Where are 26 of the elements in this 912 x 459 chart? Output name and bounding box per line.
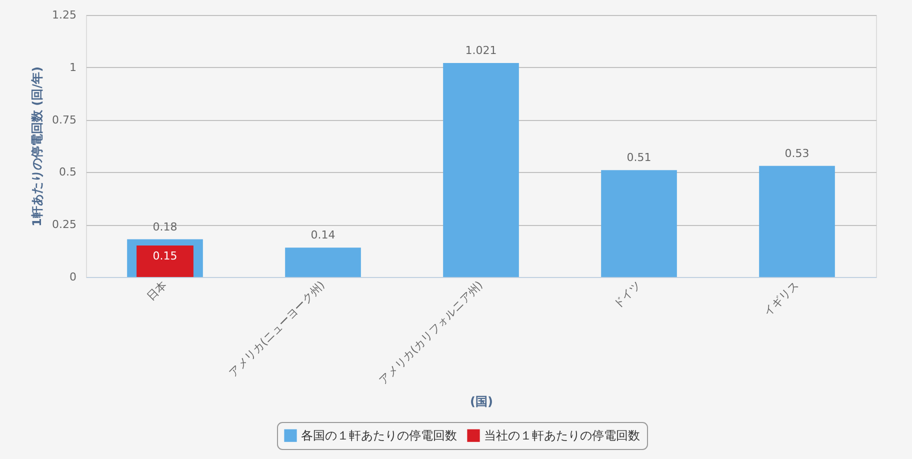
x-tick-label: ドイツ (610, 278, 644, 312)
legend-label: 各国の１軒あたりの停電回数 (301, 428, 457, 443)
bar (136, 246, 194, 277)
x-axis-title: (国) (470, 394, 493, 408)
y-tick-label: 1 (70, 60, 76, 74)
bar (285, 248, 361, 277)
x-tick-label: アメリカ(ニューヨーク州) (226, 278, 328, 380)
bar (443, 63, 519, 277)
legend-label: 当社の１軒あたりの停電回数 (484, 428, 640, 443)
data-label: 0.15 (152, 250, 178, 263)
bar (601, 170, 677, 277)
y-axis-title: 1軒あたりの停電回数 (回/年) (30, 66, 44, 226)
x-tick-label: 日本 (144, 278, 170, 304)
y-tick-label: 0 (70, 270, 76, 284)
data-label: 0.14 (310, 228, 336, 242)
x-tick-label: アメリカ(カリフォルニア州) (376, 278, 486, 388)
y-tick-label: 0.5 (59, 166, 76, 179)
y-tick-label: 1.25 (52, 8, 76, 22)
data-label: 1.021 (465, 44, 497, 57)
bar (759, 166, 835, 277)
y-tick-label: 0.75 (52, 113, 76, 126)
y-tick-label: 0.25 (52, 218, 76, 232)
data-label: 0.53 (784, 146, 810, 160)
data-label: 0.18 (152, 220, 178, 234)
x-tick-label: イギリス (760, 278, 802, 319)
data-label: 0.51 (626, 151, 652, 164)
